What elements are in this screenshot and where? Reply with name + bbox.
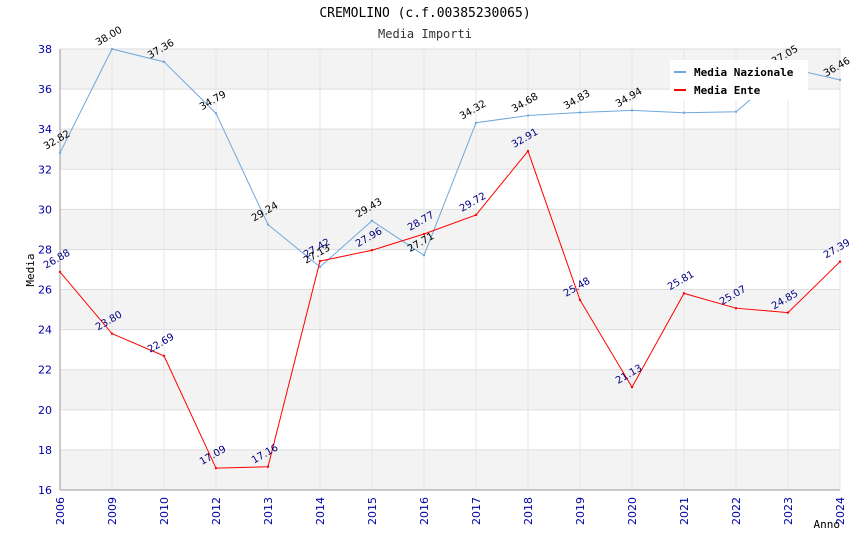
data-point [58,270,62,274]
data-point [110,47,114,51]
data-label: 38.00 [94,25,124,49]
data-point [266,465,270,468]
data-point [162,354,166,358]
y-tick-label: 18 [38,444,52,457]
legend-item-nazionale: Media Nazionale [674,64,793,80]
y-tick-label: 38 [38,43,52,56]
data-point [682,111,686,114]
grid-band [60,209,840,250]
series-line-nazionale [59,48,841,268]
x-tick-label: 2012 [210,497,223,525]
data-point [474,213,478,217]
data-label: 22.69 [146,332,176,356]
data-point [838,78,842,82]
data-label: 34.79 [198,89,228,113]
data-point [734,306,738,310]
y-tick-label: 30 [38,203,52,216]
legend-swatch-nazionale [674,71,686,73]
data-label: 34.94 [614,86,644,110]
data-point [162,60,166,64]
grid-band [60,129,840,170]
data-point [110,332,114,335]
data-point [214,466,218,470]
x-tick-label: 2019 [574,497,587,525]
data-point [526,114,530,117]
y-tick-label: 24 [38,324,52,337]
data-point [214,112,218,115]
legend-item-ente: Media Ente [674,82,760,98]
x-tick-label: 2010 [158,497,171,525]
data-point [630,109,634,112]
data-point [578,111,582,114]
data-point [266,223,270,226]
x-tick-label: 2016 [418,497,431,525]
legend-label-ente: Media Ente [694,83,761,97]
x-tick-label: 2021 [678,497,691,525]
x-tick-label: 2020 [626,497,639,525]
data-point [370,219,374,222]
y-tick-label: 34 [38,123,52,136]
x-tick-label: 2014 [314,497,327,525]
series-line-ente [59,150,841,469]
y-tick-label: 28 [38,243,52,256]
y-tick-label: 36 [38,83,52,96]
x-tick-label: 2018 [522,497,535,525]
y-tick-label: 32 [38,163,52,176]
chart-title: CREMOLINO (c.f.00385230065) [319,6,531,21]
y-tick-label: 16 [38,484,52,497]
data-point [422,232,426,236]
x-tick-label: 2022 [730,497,743,525]
data-point [526,149,530,153]
data-point [370,249,374,252]
y-tick-label: 26 [38,284,52,297]
data-point [786,311,790,314]
chart-subtitle: Media Importi [378,27,472,41]
grid-band [60,289,840,330]
data-point [58,151,62,155]
data-point [578,298,582,302]
data-point [318,265,322,269]
x-tick-label: 2024 [834,497,847,525]
data-label: 34.68 [510,91,540,115]
legend-swatch-ente [674,89,686,91]
legend: Media Nazionale Media Ente [670,60,808,100]
y-tick-label: 20 [38,404,52,417]
data-label: 34.32 [458,99,488,123]
x-tick-label: 2006 [54,497,67,525]
data-point [838,260,842,263]
grid-band [60,449,840,490]
data-point [682,292,686,295]
x-tick-label: 2013 [262,497,275,525]
x-tick-label: 2017 [470,497,483,525]
data-point [630,385,634,389]
x-tick-label: 2009 [106,497,119,525]
y-tick-label: 22 [38,364,52,377]
y-axis-label: Media [24,253,37,286]
x-tick-label: 2023 [782,497,795,525]
grid-band [60,369,840,410]
x-axis-label: Anno [814,518,841,531]
data-label: 34.83 [562,88,592,112]
data-point [474,121,478,124]
data-point [318,259,322,263]
x-tick-label: 2015 [366,497,379,525]
data-point [422,254,426,257]
data-point [734,110,738,113]
legend-label-nazionale: Media Nazionale [694,65,794,79]
